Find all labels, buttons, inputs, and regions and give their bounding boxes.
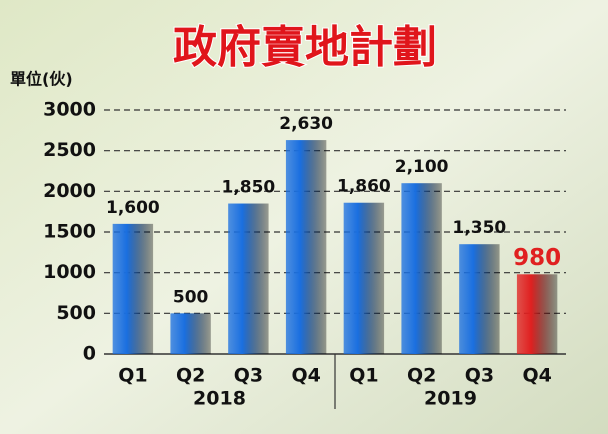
y-tick-label: 500 [56,302,96,324]
x-tick-label: Q3 [465,365,494,387]
x-tick-label: Q1 [349,365,378,387]
bar [343,202,385,354]
bar [285,140,327,354]
x-tick-label: Q2 [407,365,436,387]
y-tick-label: 2000 [43,180,96,202]
value-label: 1,860 [337,177,391,197]
y-tick-label: 0 [83,343,96,365]
chart-title: 政府賣地計劃 [173,22,437,73]
x-tick-label: Q4 [522,365,551,387]
bar [516,274,558,354]
y-tick-label: 1000 [43,261,96,283]
bar [459,244,500,354]
value-label: 500 [173,287,209,307]
x-tick-label: Q4 [291,365,320,387]
group-label: 2019 [424,388,477,410]
group-label: 2018 [193,388,246,410]
value-label: 1,850 [221,178,275,198]
value-label: 2,100 [395,157,449,177]
bar [401,183,442,354]
bar [112,223,154,354]
value-label: 1,600 [106,198,160,218]
y-tick-label: 2500 [43,139,96,161]
y-tick-label: 3000 [43,99,96,121]
x-tick-label: Q2 [176,365,205,387]
bar [170,313,211,354]
value-label: 2,630 [279,114,333,134]
y-axis-label: 單位(伙) [10,70,73,89]
y-tick-label: 1500 [43,221,96,243]
value-label: 1,350 [452,218,506,238]
x-tick-label: Q1 [118,365,147,387]
bar [228,203,269,354]
x-tick-label: Q3 [234,365,263,387]
value-label: 980 [513,245,561,271]
